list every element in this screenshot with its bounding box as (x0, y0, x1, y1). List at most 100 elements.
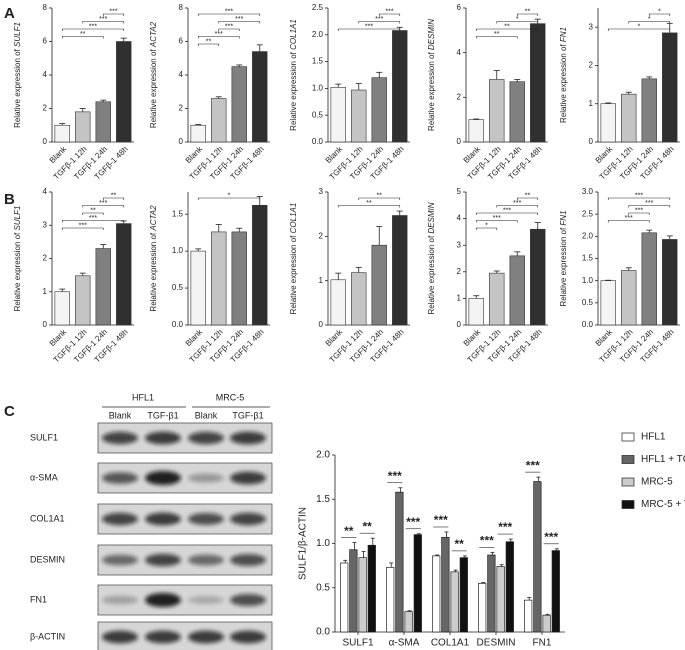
y-tick-label: 1 (319, 276, 324, 285)
bar (54, 124, 70, 143)
protein-label: FN1 (30, 594, 47, 604)
bar (530, 228, 546, 326)
legend-label: HFL1 + TGF-β1 (641, 454, 685, 465)
significance-bracket (218, 28, 240, 31)
y-axis-label: Relative expression of COL1A1 (289, 203, 298, 315)
y-axis-label: Relative expression of FN1 (559, 27, 568, 123)
y-tick-label: 6 (457, 3, 462, 12)
legend-swatch (621, 432, 635, 442)
bar (231, 66, 247, 143)
protein-label: SULF1 (30, 432, 58, 442)
y-tick-label: 0 (43, 320, 48, 329)
significance-label: *** (365, 23, 373, 30)
y-tick-label: 1.5 (582, 254, 594, 263)
significance-label: *** (225, 8, 233, 15)
bar (395, 491, 404, 633)
y-tick-label: 3.0 (582, 187, 594, 196)
bar (95, 101, 111, 143)
y-axis-label-text: Relative expression of (149, 49, 158, 128)
significance-bracket (607, 28, 671, 31)
significance-label: * (228, 192, 231, 199)
significance-bracket (475, 28, 539, 31)
bar (252, 205, 268, 326)
bar (190, 250, 206, 326)
y-tick-label: 1.0 (316, 538, 330, 549)
significance-bracket (475, 220, 518, 223)
x-tick-label: DESMIN (477, 638, 516, 649)
y-tick-label: 2.5 (312, 3, 324, 12)
y-tick-label: 1.5 (312, 57, 324, 66)
blot-band (145, 630, 181, 644)
significance-label: *** (109, 8, 117, 15)
y-tick-label: 2.5 (582, 209, 594, 218)
protein-label: COL1A1 (30, 513, 65, 523)
blot-band (230, 471, 266, 485)
y-axis-label-gene: COL1A1 (289, 203, 298, 234)
significance-label: ** (525, 8, 531, 15)
significance-label: ** (206, 38, 212, 45)
legend-swatch (621, 455, 635, 464)
bar (95, 248, 111, 326)
bar (551, 550, 560, 633)
significance-label: *** (480, 534, 494, 548)
blot-band (145, 512, 181, 526)
y-axis-label: Relative expression of SULF1 (13, 22, 22, 128)
y-tick-label: 3 (589, 22, 594, 31)
significance-label: *** (89, 215, 97, 222)
bar (533, 481, 542, 633)
y-tick-label: 0 (457, 137, 462, 146)
significance-label: * (485, 222, 488, 229)
y-axis-label: Relative expression of DESMIN (427, 19, 436, 131)
cell-line-label: HFL1 (132, 392, 154, 402)
bar (75, 111, 91, 143)
y-tick-label: 1.0 (582, 276, 594, 285)
y-axis-label-gene: ACTA2 (149, 205, 158, 232)
panel-letter: A (4, 5, 15, 22)
significance-label: * (516, 16, 519, 23)
bar (371, 244, 387, 326)
blot-band (188, 554, 224, 566)
y-axis-label-gene: SULF1 (13, 206, 22, 231)
blot-band (230, 630, 266, 644)
significance-bracket (496, 205, 539, 208)
bar (371, 77, 387, 143)
y-tick-label: 1 (43, 287, 48, 296)
y-tick-label: 4 (457, 214, 462, 223)
bar (621, 93, 637, 143)
bar (386, 567, 395, 633)
y-tick-label: 0.5 (172, 283, 184, 292)
bar (404, 611, 413, 633)
bar (450, 571, 459, 633)
bar (190, 124, 206, 143)
y-tick-label: 2 (43, 254, 48, 263)
blot-band (102, 472, 138, 484)
blot-band (145, 471, 181, 485)
significance-bracket (628, 205, 671, 208)
significance-bracket (337, 28, 401, 31)
y-axis-label: Relative expression of FN1 (559, 210, 568, 306)
x-tick-label: FN1 (533, 638, 552, 649)
significance-bracket (82, 21, 125, 24)
significance-bracket (358, 197, 401, 200)
bar (478, 582, 487, 633)
blot-band (188, 431, 224, 445)
significance-label: ** (377, 192, 383, 199)
significance-bracket (61, 28, 125, 31)
bar (432, 555, 441, 633)
y-tick-label: 4 (43, 70, 48, 79)
bar (662, 239, 678, 326)
significance-bracket (628, 212, 650, 215)
y-tick-label: 0 (43, 137, 48, 146)
bar (621, 270, 637, 326)
significance-bracket (197, 13, 261, 16)
significance-bracket (516, 13, 539, 16)
bar (351, 89, 367, 143)
significance-label: *** (434, 513, 448, 527)
significance-label: *** (635, 207, 643, 214)
y-tick-label: 8 (43, 3, 48, 12)
bar (459, 557, 468, 633)
y-tick-label: 6 (43, 37, 48, 46)
y-tick-label: 2.0 (582, 231, 594, 240)
blot-band (230, 594, 266, 606)
y-axis-label-text: Relative expression of (559, 44, 568, 123)
